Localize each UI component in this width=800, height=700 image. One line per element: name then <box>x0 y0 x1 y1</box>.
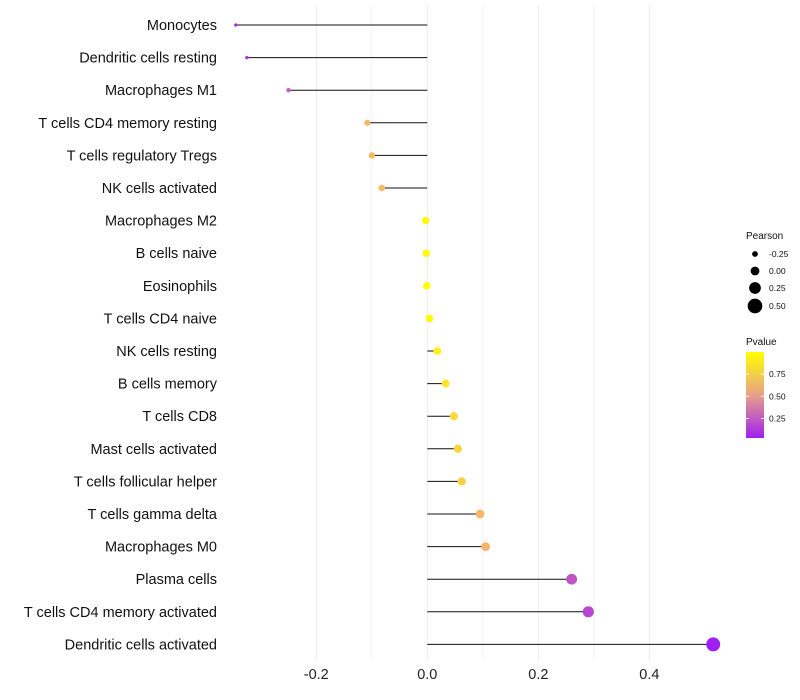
point <box>245 55 249 60</box>
point <box>368 152 375 159</box>
point <box>566 573 578 585</box>
category-label: NK cells resting <box>116 344 217 360</box>
point <box>425 314 434 323</box>
category-label: T cells regulatory Tregs <box>67 148 217 164</box>
category-label: T cells gamma delta <box>88 507 218 523</box>
size-legend-label: 0.25 <box>769 283 786 293</box>
point <box>422 282 431 290</box>
point <box>234 23 238 27</box>
grid-lines <box>315 5 650 660</box>
x-tick-label: 0.4 <box>639 667 659 683</box>
point <box>421 216 430 225</box>
category-label: T cells CD4 memory resting <box>38 116 217 132</box>
category-label: Plasma cells <box>136 572 217 588</box>
size-legend-key <box>752 251 758 257</box>
size-legend-label: -0.25 <box>769 249 789 259</box>
point <box>364 119 371 126</box>
pearson-size-legend: Pearson -0.25 0.00 0.25 0.50 <box>746 231 789 314</box>
lollipop-stems <box>235 24 714 645</box>
category-label: Mast cells activated <box>90 442 217 458</box>
category-label: T cells CD4 memory activated <box>24 605 217 621</box>
color-legend-label: 0.50 <box>769 391 786 401</box>
category-label: NK cells activated <box>102 181 217 197</box>
category-label: T cells CD8 <box>142 409 217 425</box>
size-legend-key <box>749 282 761 294</box>
point <box>582 606 594 618</box>
category-label: T cells CD4 naive <box>104 311 217 327</box>
point <box>286 87 291 93</box>
point <box>453 444 462 453</box>
x-tick-label: 0.2 <box>528 667 548 683</box>
size-legend-key <box>750 266 760 276</box>
x-axis-labels: -0.2 0.0 0.2 0.4 <box>304 667 660 683</box>
size-legend-label: 0.00 <box>769 266 786 276</box>
category-label: B cells naive <box>136 246 217 262</box>
category-label: Dendritic cells activated <box>65 637 217 653</box>
point <box>441 379 450 388</box>
lollipop-points <box>234 23 721 652</box>
point <box>422 249 430 257</box>
pvalue-color-legend: Pvalue 0.25 0.50 0.75 <box>746 337 786 438</box>
color-legend-label: 0.75 <box>769 369 786 379</box>
category-label: Macrophages M2 <box>105 214 217 230</box>
x-tick-label: -0.2 <box>304 667 329 683</box>
point <box>475 509 485 519</box>
category-label: Macrophages M1 <box>105 83 217 99</box>
point <box>449 412 459 421</box>
color-legend-label: 0.25 <box>769 413 786 423</box>
point <box>457 477 466 486</box>
category-label: T cells follicular helper <box>74 474 217 490</box>
x-tick-label: 0.0 <box>417 667 437 683</box>
size-legend-title: Pearson <box>746 231 783 242</box>
point <box>706 637 721 652</box>
y-axis-labels: Monocytes Dendritic cells resting Macropha… <box>24 18 218 653</box>
category-label: Dendritic cells resting <box>79 51 217 67</box>
point <box>481 542 491 552</box>
size-legend-key <box>747 298 763 314</box>
color-legend-title: Pvalue <box>746 337 777 348</box>
category-label: Monocytes <box>147 18 217 34</box>
category-label: B cells memory <box>118 377 218 393</box>
color-legend-bar <box>746 352 764 438</box>
size-legend-label: 0.50 <box>769 301 786 311</box>
point <box>378 184 386 192</box>
category-label: Eosinophils <box>143 279 217 295</box>
point <box>433 347 442 355</box>
category-label: Macrophages M0 <box>105 540 217 556</box>
